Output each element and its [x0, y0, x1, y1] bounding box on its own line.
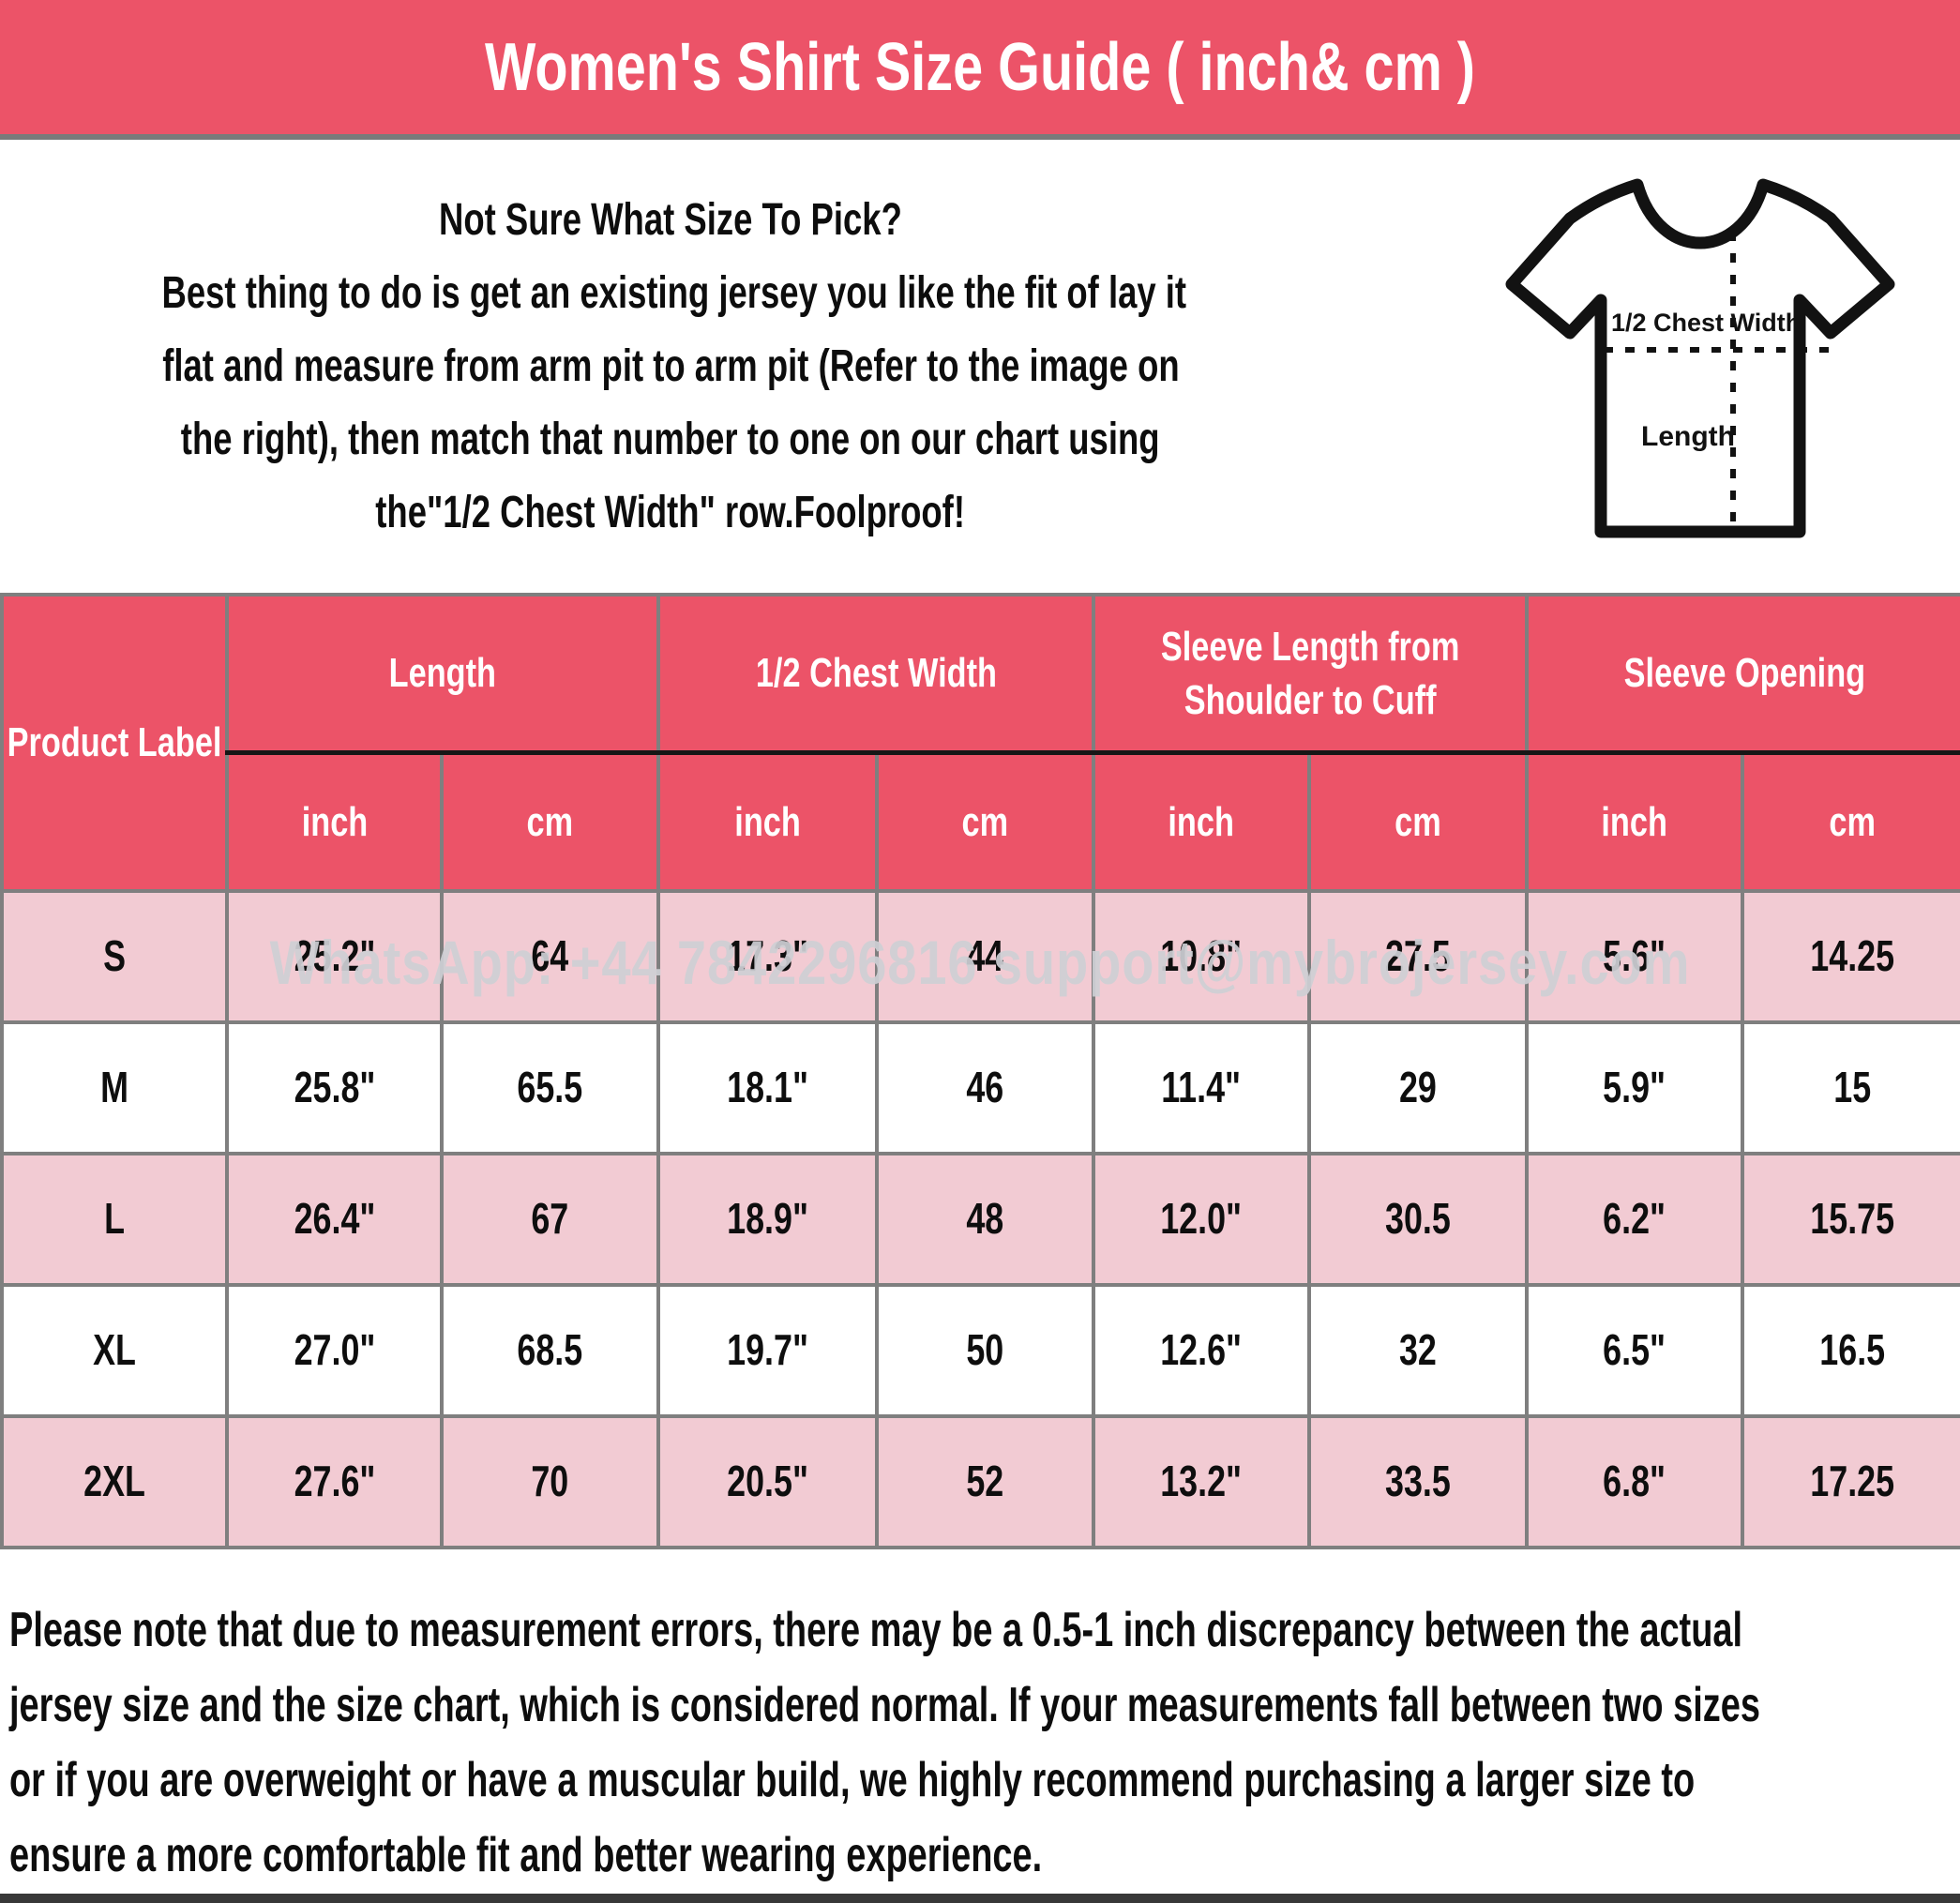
- value-cell: 32: [1307, 1283, 1530, 1418]
- value-cell: 29: [1307, 1020, 1530, 1155]
- group-header-length: Length: [224, 593, 661, 755]
- value-cell: 44: [875, 889, 1096, 1024]
- footer-line: or if you are overweight or have a muscu…: [9, 1753, 1696, 1807]
- value-cell: 5.9": [1525, 1020, 1745, 1155]
- intro-instructions: Not Sure What Size To Pick? Best thing t…: [0, 184, 1341, 550]
- size-label-cell: S: [0, 889, 229, 1024]
- watermark-text: WhatsApp: +44 7842296816 support@mybroje…: [269, 928, 1691, 997]
- value-cell: 27.6": [225, 1414, 444, 1549]
- table-unit-header-row: inch cm inch cm inch cm inch cm: [2, 750, 1960, 893]
- page-title: Women's Shirt Size Guide ( inch& cm ): [484, 29, 1475, 105]
- unit-header-cm: cm: [875, 750, 1096, 893]
- intro-line: the right), then match that number to on…: [181, 415, 1160, 464]
- value-cell: 13.2": [1092, 1414, 1312, 1549]
- table-row-m: M 25.8" 65.5 18.1" 46 11.4" 29 5.9" 15: [0, 1020, 1960, 1155]
- table-row-xl: XL 27.0" 68.5 19.7" 50 12.6" 32 6.5" 16.…: [0, 1283, 1960, 1418]
- unit-header-inch: inch: [1092, 750, 1312, 893]
- size-table: Product Label Length 1/2 Chest Width Sle…: [0, 593, 1960, 1549]
- value-cell: 17.25: [1741, 1414, 1960, 1549]
- size-label-cell: M: [0, 1020, 229, 1155]
- unit-header-inch: inch: [1525, 750, 1745, 893]
- group-header-sleeve-opening: Sleeve Opening: [1525, 593, 1960, 755]
- value-cell: 50: [875, 1283, 1096, 1418]
- corner-header-cell: Product Label: [0, 593, 229, 893]
- chest-width-label: 1/2 Chest Width: [1611, 309, 1801, 337]
- value-cell: 16.5: [1741, 1283, 1960, 1418]
- footer-line: Please note that due to measurement erro…: [9, 1603, 1743, 1657]
- size-label-cell: L: [0, 1152, 229, 1287]
- value-cell: 15.75: [1741, 1152, 1960, 1287]
- value-cell: 68.5: [439, 1283, 661, 1418]
- unit-header-cm: cm: [1741, 750, 1960, 893]
- value-cell: 18.1": [656, 1020, 880, 1155]
- value-cell: 70: [439, 1414, 661, 1549]
- unit-header-cm: cm: [1307, 750, 1530, 893]
- group-header-chest-width: 1/2 Chest Width: [656, 593, 1096, 755]
- intro-line: flat and measure from arm pit to arm pit…: [161, 341, 1180, 391]
- intro-line: Not Sure What Size To Pick?: [439, 195, 902, 245]
- value-cell: 10.8": [1092, 889, 1312, 1024]
- value-cell: 33.5: [1307, 1414, 1530, 1549]
- value-cell: 27.0": [225, 1283, 444, 1418]
- value-cell: 25.2": [225, 889, 444, 1024]
- table-row-l: L 26.4" 67 18.9" 48 12.0" 30.5 6.2" 15.7…: [0, 1152, 1960, 1287]
- header-banner: Women's Shirt Size Guide ( inch& cm ): [0, 0, 1960, 140]
- value-cell: 65.5: [439, 1020, 661, 1155]
- unit-header-cm: cm: [439, 750, 661, 893]
- value-cell: 48: [875, 1152, 1096, 1287]
- intro-line: the"1/2 Chest Width" row.Foolproof!: [375, 488, 966, 537]
- value-cell: 30.5: [1307, 1152, 1530, 1287]
- footer-line: jersey size and the size chart, which is…: [9, 1678, 1760, 1732]
- tshirt-diagram: 1/2 Chest Width Length: [1489, 153, 1924, 594]
- value-cell: 5.6": [1525, 889, 1745, 1024]
- footer-note: Please note that due to measurement erro…: [9, 1593, 1960, 1893]
- length-label: Length: [1641, 421, 1735, 452]
- value-cell: 12.0": [1092, 1152, 1312, 1287]
- bottom-border-bar: [0, 1894, 1960, 1903]
- table-row-2xl: 2XL 27.6" 70 20.5" 52 13.2" 33.5 6.8" 17…: [0, 1414, 1960, 1549]
- unit-header-inch: inch: [225, 750, 444, 893]
- value-cell: 6.5": [1525, 1283, 1745, 1418]
- value-cell: 15: [1741, 1020, 1960, 1155]
- value-cell: 11.4": [1092, 1020, 1312, 1155]
- table-group-header-row: Product Label Length 1/2 Chest Width Sle…: [0, 593, 1960, 893]
- table-row-s: S 25.2" 64 17.3" 44 10.8" 27.5 5.6" 14.2…: [0, 889, 1960, 1024]
- value-cell: 20.5": [656, 1414, 880, 1549]
- value-cell: 46: [875, 1020, 1096, 1155]
- value-cell: 64: [439, 889, 661, 1024]
- value-cell: 14.25: [1741, 889, 1960, 1024]
- size-table-wrap: Product Label Length 1/2 Chest Width Sle…: [0, 593, 1960, 1549]
- value-cell: 6.2": [1525, 1152, 1745, 1287]
- value-cell: 52: [875, 1414, 1096, 1549]
- value-cell: 18.9": [656, 1152, 880, 1287]
- tshirt-outline-icon: [1505, 178, 1895, 538]
- unit-header-inch: inch: [656, 750, 880, 893]
- value-cell: 6.8": [1525, 1414, 1745, 1549]
- intro-line: Best thing to do is get an existing jers…: [161, 268, 1187, 318]
- value-cell: 27.5: [1307, 889, 1530, 1024]
- size-label-cell: 2XL: [0, 1414, 229, 1549]
- value-cell: 17.3": [656, 889, 880, 1024]
- size-label-cell: XL: [0, 1283, 229, 1418]
- value-cell: 67: [439, 1152, 661, 1287]
- group-header-sleeve-length: Sleeve Length from Shoulder to Cuff: [1092, 593, 1530, 755]
- footer-line: ensure a more comfortable fit and better…: [9, 1828, 1043, 1882]
- value-cell: 12.6": [1092, 1283, 1312, 1418]
- value-cell: 19.7": [656, 1283, 880, 1418]
- value-cell: 25.8": [225, 1020, 444, 1155]
- value-cell: 26.4": [225, 1152, 444, 1287]
